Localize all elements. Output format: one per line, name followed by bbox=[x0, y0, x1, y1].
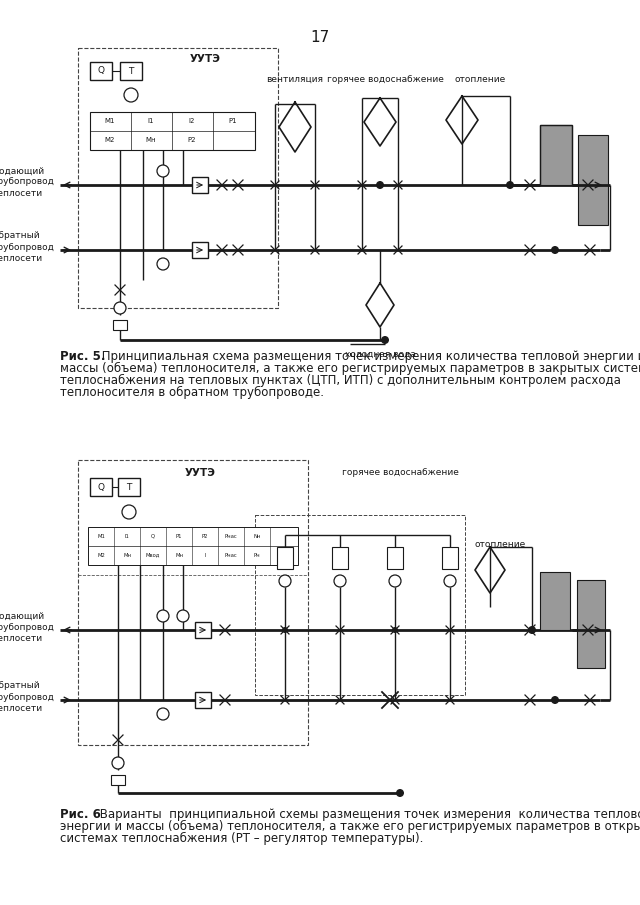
Text: подающий
трубопровод
теплосети: подающий трубопровод теплосети bbox=[0, 612, 55, 643]
Text: P2: P2 bbox=[202, 534, 208, 538]
Circle shape bbox=[376, 181, 384, 189]
Bar bbox=[577, 580, 605, 668]
Text: Рнас: Рнас bbox=[225, 552, 237, 557]
Bar bbox=[540, 572, 570, 630]
Text: отопление: отопление bbox=[454, 75, 506, 84]
Text: P1: P1 bbox=[228, 118, 237, 124]
Text: системах теплоснабжения (РТ – регулятор температуры).: системах теплоснабжения (РТ – регулятор … bbox=[60, 832, 424, 845]
Circle shape bbox=[157, 165, 169, 177]
Bar bbox=[192, 177, 208, 193]
Text: T: T bbox=[126, 482, 132, 491]
Circle shape bbox=[157, 258, 169, 270]
Bar bbox=[277, 547, 293, 569]
Text: обратный
трубопровод
теплосети: обратный трубопровод теплосети bbox=[0, 232, 55, 262]
Text: Nн: Nн bbox=[253, 534, 260, 538]
Text: теплоносителя в обратном трубопроводе.: теплоносителя в обратном трубопроводе. bbox=[60, 386, 324, 399]
Text: Q: Q bbox=[97, 482, 104, 491]
Circle shape bbox=[157, 708, 169, 720]
Text: I1: I1 bbox=[125, 534, 129, 538]
Circle shape bbox=[177, 610, 189, 622]
Text: Мн: Мн bbox=[146, 137, 156, 143]
Bar bbox=[577, 580, 605, 668]
Circle shape bbox=[389, 575, 401, 587]
Text: Рис. 6: Рис. 6 bbox=[60, 808, 101, 821]
Text: P2: P2 bbox=[188, 137, 196, 143]
Text: подающий
трубопровод
теплосети: подающий трубопровод теплосети bbox=[0, 167, 55, 197]
Text: T: T bbox=[128, 66, 134, 75]
Bar bbox=[578, 135, 608, 225]
Circle shape bbox=[551, 246, 559, 254]
Text: P1: P1 bbox=[176, 534, 182, 538]
Text: Q: Q bbox=[151, 534, 155, 538]
Text: холодная вода: холодная вода bbox=[344, 350, 415, 359]
Bar bbox=[540, 572, 570, 630]
Text: теплоснабжения на тепловых пунктах (ЦТП, ИТП) с дополнительным контролем расхода: теплоснабжения на тепловых пунктах (ЦТП,… bbox=[60, 374, 621, 387]
Text: энергии и массы (объема) теплоносителя, а также его регистрируемых параметров в : энергии и массы (объема) теплоносителя, … bbox=[60, 820, 640, 834]
Bar bbox=[195, 622, 211, 638]
Text: I: I bbox=[204, 552, 205, 557]
Text: Варианты  принципиальной схемы размещения точек измерения  количества тепловой: Варианты принципиальной схемы размещения… bbox=[96, 808, 640, 821]
Text: M2: M2 bbox=[105, 137, 115, 143]
Bar bbox=[332, 547, 348, 569]
Bar bbox=[120, 62, 142, 80]
Bar bbox=[113, 320, 127, 330]
Text: УУТЭ: УУТЭ bbox=[184, 468, 216, 478]
Text: M1: M1 bbox=[105, 118, 115, 124]
Text: горячее водоснабжение: горячее водоснабжение bbox=[342, 468, 458, 477]
Bar bbox=[540, 125, 572, 185]
Text: Принципиальная схема размещения точек измерения количества тепловой энергии и: Принципиальная схема размещения точек из… bbox=[98, 350, 640, 363]
Text: I1: I1 bbox=[148, 118, 154, 124]
Text: 17: 17 bbox=[310, 30, 330, 45]
Text: Рис. 5.: Рис. 5. bbox=[60, 350, 106, 363]
Bar bbox=[78, 48, 278, 308]
Circle shape bbox=[444, 575, 456, 587]
Circle shape bbox=[551, 696, 559, 704]
Text: горячее водоснабжение: горячее водоснабжение bbox=[326, 75, 444, 84]
Text: M2: M2 bbox=[97, 552, 105, 557]
Bar bbox=[78, 460, 308, 745]
Text: вентиляция: вентиляция bbox=[266, 75, 323, 84]
Circle shape bbox=[396, 789, 404, 797]
Text: обратный
трубопровод
теплосети: обратный трубопровод теплосети bbox=[0, 681, 55, 712]
Circle shape bbox=[157, 610, 169, 622]
Text: отопление: отопление bbox=[474, 540, 525, 549]
Text: массы (объема) теплоносителя, а также его регистрируемых параметров в закрытых с: массы (объема) теплоносителя, а также ег… bbox=[60, 362, 640, 375]
Circle shape bbox=[392, 627, 398, 633]
Text: Рн: Рн bbox=[253, 552, 260, 557]
Text: УУТЭ: УУТЭ bbox=[189, 54, 220, 64]
Circle shape bbox=[528, 626, 536, 634]
Bar bbox=[88, 527, 298, 565]
Text: Q: Q bbox=[97, 66, 104, 75]
Bar bbox=[192, 242, 208, 258]
Bar bbox=[442, 547, 458, 569]
Bar bbox=[90, 62, 112, 80]
Text: Мвод: Мвод bbox=[146, 552, 160, 557]
Bar bbox=[118, 478, 140, 496]
Circle shape bbox=[334, 575, 346, 587]
Circle shape bbox=[122, 505, 136, 519]
Bar bbox=[578, 135, 608, 225]
Circle shape bbox=[506, 181, 514, 189]
Circle shape bbox=[124, 88, 138, 102]
Bar bbox=[540, 125, 572, 185]
Bar bbox=[255, 515, 465, 695]
Circle shape bbox=[114, 302, 126, 314]
Text: Мн: Мн bbox=[175, 552, 183, 557]
Circle shape bbox=[112, 757, 124, 769]
Circle shape bbox=[381, 336, 389, 344]
Bar bbox=[90, 478, 112, 496]
Text: M1: M1 bbox=[97, 534, 105, 538]
Circle shape bbox=[282, 627, 288, 633]
Text: Мн: Мн bbox=[123, 552, 131, 557]
Text: I2: I2 bbox=[189, 118, 195, 124]
Bar bbox=[195, 692, 211, 708]
Bar bbox=[90, 112, 255, 150]
Bar bbox=[387, 547, 403, 569]
Bar bbox=[111, 775, 125, 785]
Text: Рнас: Рнас bbox=[225, 534, 237, 538]
Circle shape bbox=[279, 575, 291, 587]
